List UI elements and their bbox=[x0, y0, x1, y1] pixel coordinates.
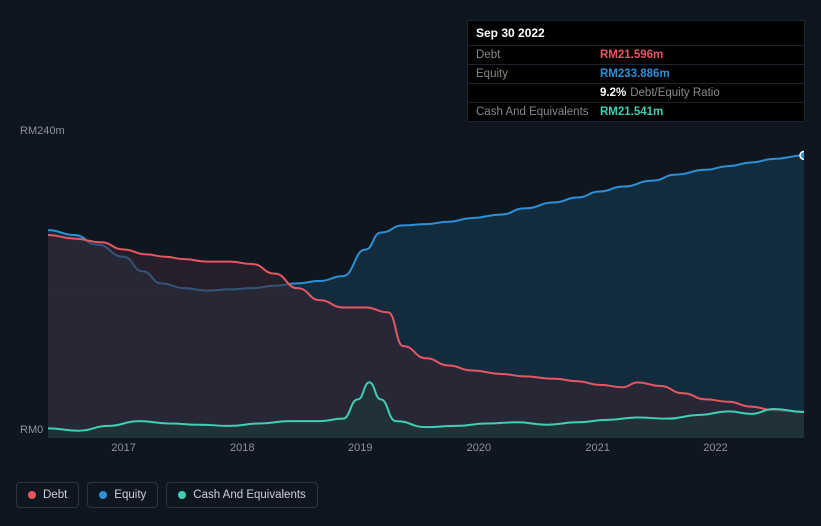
tooltip-value: RM233.886m bbox=[600, 68, 670, 80]
tooltip-sublabel: Debt/Equity Ratio bbox=[630, 87, 720, 99]
yaxis-label-top: RM240m bbox=[20, 125, 65, 137]
legend-item-cash-and-equivalents[interactable]: Cash And Equivalents bbox=[166, 482, 318, 508]
area-chart[interactable] bbox=[48, 148, 804, 438]
xaxis-tick: 2021 bbox=[585, 442, 609, 454]
tooltip-label: Debt bbox=[476, 49, 600, 61]
legend-item-equity[interactable]: Equity bbox=[87, 482, 158, 508]
legend-label: Cash And Equivalents bbox=[193, 489, 306, 501]
legend-dot bbox=[99, 491, 107, 499]
legend-dot bbox=[28, 491, 36, 499]
legend-dot bbox=[178, 491, 186, 499]
xaxis: 2017 2018 2019 2020 2021 2022 bbox=[48, 442, 804, 462]
tooltip-row: 9.2% Debt/Equity Ratio bbox=[468, 83, 804, 102]
tooltip-row: EquityRM233.886m bbox=[468, 64, 804, 83]
legend-label: Equity bbox=[114, 489, 146, 501]
tooltip-date: Sep 30 2022 bbox=[468, 21, 804, 45]
tooltip-row: Cash And EquivalentsRM21.541m bbox=[468, 102, 804, 121]
yaxis-label-bottom: RM0 bbox=[20, 424, 43, 436]
tooltip-value: RM21.596m bbox=[600, 49, 663, 61]
legend-label: Debt bbox=[43, 489, 67, 501]
xaxis-tick: 2022 bbox=[703, 442, 727, 454]
tooltip-label: Cash And Equivalents bbox=[476, 106, 600, 118]
xaxis-tick: 2019 bbox=[348, 442, 372, 454]
legend: Debt Equity Cash And Equivalents bbox=[16, 482, 318, 508]
tooltip-value: RM21.541m bbox=[600, 106, 663, 118]
tooltip-label bbox=[476, 87, 600, 99]
tooltip-row: DebtRM21.596m bbox=[468, 45, 804, 64]
tooltip-value: 9.2% bbox=[600, 87, 626, 99]
xaxis-tick: 2018 bbox=[230, 442, 254, 454]
legend-item-debt[interactable]: Debt bbox=[16, 482, 79, 508]
xaxis-tick: 2017 bbox=[111, 442, 135, 454]
xaxis-tick: 2020 bbox=[467, 442, 491, 454]
tooltip-label: Equity bbox=[476, 68, 600, 80]
chart-tooltip: Sep 30 2022 DebtRM21.596mEquityRM233.886… bbox=[467, 20, 805, 122]
